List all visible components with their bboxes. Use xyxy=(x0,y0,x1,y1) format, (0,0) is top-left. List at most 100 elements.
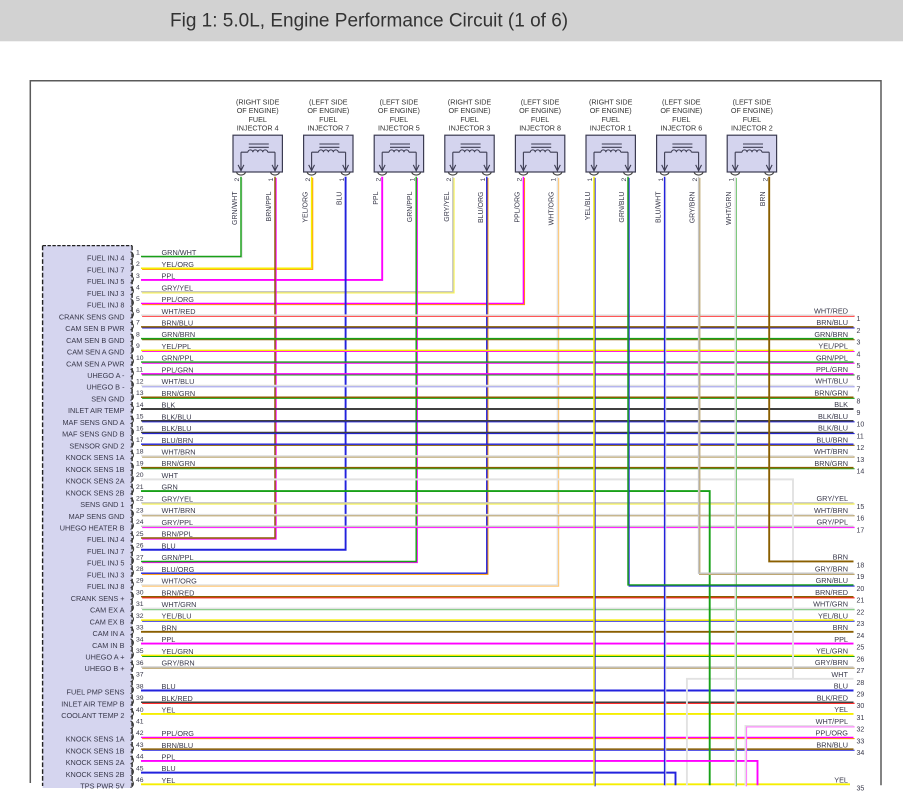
svg-text:24: 24 xyxy=(857,633,865,640)
svg-text:OF ENGINE): OF ENGINE) xyxy=(449,106,491,115)
svg-text:33: 33 xyxy=(857,738,865,745)
svg-text:BRN: BRN xyxy=(833,623,848,632)
svg-text:YEL/PPL: YEL/PPL xyxy=(818,342,848,351)
svg-text:KNOCK SENS 1B: KNOCK SENS 1B xyxy=(66,746,125,755)
svg-text:YEL/BLU: YEL/BLU xyxy=(162,612,192,621)
svg-text:34: 34 xyxy=(857,750,865,757)
svg-text:BLU/BRN: BLU/BRN xyxy=(162,436,194,445)
svg-text:34: 34 xyxy=(136,636,144,643)
svg-text:YEL/ORG: YEL/ORG xyxy=(162,260,195,269)
svg-text:17: 17 xyxy=(136,437,144,444)
svg-text:WHT/GRN: WHT/GRN xyxy=(726,192,733,225)
svg-text:WHT/BRN: WHT/BRN xyxy=(814,506,848,515)
svg-text:OF ENGINE): OF ENGINE) xyxy=(237,106,279,115)
svg-text:9: 9 xyxy=(136,343,140,350)
svg-text:WHT: WHT xyxy=(162,471,179,480)
svg-text:17: 17 xyxy=(857,527,865,534)
svg-text:1: 1 xyxy=(268,178,275,182)
svg-text:INLET AIR TEMP: INLET AIR TEMP xyxy=(68,406,125,415)
svg-text:GRY/PPL: GRY/PPL xyxy=(817,518,849,527)
svg-text:26: 26 xyxy=(136,543,144,550)
svg-text:FUEL INJ 7: FUEL INJ 7 xyxy=(87,547,124,556)
svg-text:WHT/BRN: WHT/BRN xyxy=(162,448,196,457)
svg-text:CAM SEN A PWR: CAM SEN A PWR xyxy=(66,359,124,368)
svg-text:KNOCK SENS 2A: KNOCK SENS 2A xyxy=(66,758,125,767)
svg-text:BLK/RED: BLK/RED xyxy=(817,693,848,702)
svg-text:2: 2 xyxy=(621,178,628,182)
svg-text:1: 1 xyxy=(658,178,665,182)
svg-text:1: 1 xyxy=(728,178,735,182)
svg-text:12: 12 xyxy=(857,445,865,452)
svg-text:2: 2 xyxy=(857,328,861,335)
svg-text:GRN/WHT: GRN/WHT xyxy=(162,248,197,257)
svg-text:10: 10 xyxy=(136,355,144,362)
svg-text:FUEL INJ 4: FUEL INJ 4 xyxy=(87,254,124,263)
svg-text:UHEGO HEATER B: UHEGO HEATER B xyxy=(60,524,125,533)
svg-text:FUEL: FUEL xyxy=(672,115,690,124)
svg-text:38: 38 xyxy=(136,683,144,690)
svg-text:PPL: PPL xyxy=(162,635,176,644)
svg-text:GRY/BRN: GRY/BRN xyxy=(815,658,848,667)
svg-text:UHEGO A -: UHEGO A - xyxy=(87,371,125,380)
svg-text:22: 22 xyxy=(136,496,144,503)
svg-text:BRN/GRN: BRN/GRN xyxy=(814,459,848,468)
svg-text:INJECTOR 5: INJECTOR 5 xyxy=(378,123,420,132)
svg-text:(LEFT SIDE: (LEFT SIDE xyxy=(309,98,348,107)
svg-text:GRN/WHT: GRN/WHT xyxy=(232,191,239,225)
svg-text:2: 2 xyxy=(762,178,769,182)
svg-text:BRN/RED: BRN/RED xyxy=(162,588,195,597)
svg-text:16: 16 xyxy=(857,516,865,523)
svg-text:25: 25 xyxy=(857,645,865,652)
svg-text:WHT/BRN: WHT/BRN xyxy=(162,506,196,515)
svg-text:FUEL INJ 8: FUEL INJ 8 xyxy=(87,582,124,591)
svg-text:2: 2 xyxy=(692,178,699,182)
svg-text:28: 28 xyxy=(857,680,865,687)
svg-text:WHT/GRN: WHT/GRN xyxy=(162,600,197,609)
svg-text:CAM EX A: CAM EX A xyxy=(90,606,125,615)
svg-text:28: 28 xyxy=(136,566,144,573)
svg-text:BLU/BRN: BLU/BRN xyxy=(816,435,848,444)
svg-text:BRN: BRN xyxy=(162,624,177,633)
svg-text:2: 2 xyxy=(234,178,241,182)
svg-text:21: 21 xyxy=(136,484,144,491)
svg-text:WHT/GRN: WHT/GRN xyxy=(813,600,848,609)
svg-text:39: 39 xyxy=(136,695,144,702)
svg-text:(LEFT SIDE: (LEFT SIDE xyxy=(380,98,419,107)
svg-text:45: 45 xyxy=(136,765,144,772)
svg-text:25: 25 xyxy=(136,531,144,538)
svg-text:BRN/BLU: BRN/BLU xyxy=(162,741,194,750)
svg-text:16: 16 xyxy=(136,425,144,432)
svg-text:1: 1 xyxy=(551,178,558,182)
svg-text:FUEL: FUEL xyxy=(249,115,267,124)
svg-text:(LEFT SIDE: (LEFT SIDE xyxy=(733,98,772,107)
svg-text:WHT/ORG: WHT/ORG xyxy=(548,192,555,226)
svg-text:2: 2 xyxy=(305,178,312,182)
svg-text:24: 24 xyxy=(136,519,144,526)
svg-text:GRN/BRN: GRN/BRN xyxy=(814,330,848,339)
svg-text:26: 26 xyxy=(857,656,865,663)
svg-text:PPL/ORG: PPL/ORG xyxy=(816,729,849,738)
svg-text:2: 2 xyxy=(136,261,140,268)
svg-text:20: 20 xyxy=(136,472,144,479)
svg-text:WHT/PPL: WHT/PPL xyxy=(816,717,848,726)
svg-text:BRN/PPL: BRN/PPL xyxy=(266,191,273,221)
svg-text:5: 5 xyxy=(136,296,140,303)
svg-text:41: 41 xyxy=(136,719,144,726)
svg-text:GRN/PPL: GRN/PPL xyxy=(407,191,414,222)
svg-text:OF ENGINE): OF ENGINE) xyxy=(519,106,561,115)
svg-text:GRN/PPL: GRN/PPL xyxy=(162,553,194,562)
svg-text:FUEL: FUEL xyxy=(602,115,620,124)
svg-text:PPL: PPL xyxy=(162,753,176,762)
svg-text:UHEGO B -: UHEGO B - xyxy=(86,383,125,392)
svg-text:2: 2 xyxy=(375,178,382,182)
svg-text:11: 11 xyxy=(857,434,864,441)
svg-text:46: 46 xyxy=(136,777,144,784)
svg-text:GRY/PPL: GRY/PPL xyxy=(162,518,194,527)
svg-text:BRN/BLU: BRN/BLU xyxy=(816,318,848,327)
svg-text:YEL: YEL xyxy=(162,706,176,715)
svg-text:BLU: BLU xyxy=(162,541,176,550)
svg-text:44: 44 xyxy=(136,754,144,761)
svg-text:BLU/ORG: BLU/ORG xyxy=(162,565,195,574)
svg-text:CRANK SENS GND: CRANK SENS GND xyxy=(59,312,125,321)
svg-text:OF ENGINE): OF ENGINE) xyxy=(590,106,632,115)
